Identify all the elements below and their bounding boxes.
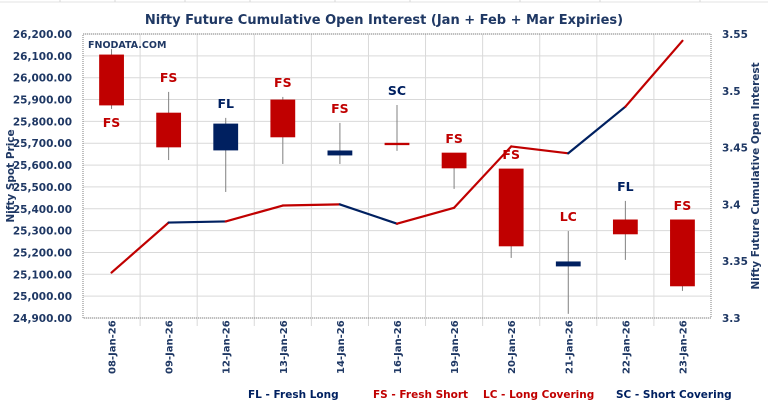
candle-body (384, 142, 410, 146)
x-tick-label: 12-Jan-26 (222, 320, 233, 374)
x-tick-label: 14-Jan-26 (336, 320, 347, 374)
axes: 26,200.00 26,100.00 26,000.00 25,900.00 25,8… (13, 29, 748, 374)
candle-signal-label: FS (331, 101, 349, 116)
candle-signal-label: LC (560, 209, 577, 224)
left-tick-label: 25,400.00 (13, 204, 72, 216)
legend: FL - Fresh Long FS - Fresh Short LC - Long… (248, 389, 732, 401)
spreadsheet-gridlines (0, 0, 768, 3)
left-tick-label: 26,100.00 (13, 51, 72, 63)
x-tick-label: 20-Jan-26 (507, 320, 518, 374)
left-tick-label: 24,900.00 (13, 313, 72, 325)
left-tick-label: 25,700.00 (13, 138, 72, 150)
right-tick-label: 3.35 (722, 256, 748, 268)
oi-line-segment (281, 203, 342, 207)
candle-signal-label: FS (445, 131, 463, 146)
x-tick-label: 21-Jan-26 (564, 320, 575, 374)
oi-line-segment (224, 204, 284, 223)
x-tick-label: 08-Jan-26 (108, 320, 119, 374)
candle-signal-label: SC (388, 83, 406, 98)
x-tick-label: 22-Jan-26 (621, 320, 632, 374)
legend-item: FL - Fresh Long (248, 389, 339, 401)
watermark: FNODATA.COM (88, 40, 166, 51)
oi-line-segment (110, 221, 170, 274)
right-tick-label: 3.55 (722, 29, 748, 41)
left-tick-label: 25,000.00 (13, 291, 72, 303)
candle-signal-label: FL (617, 179, 634, 194)
x-tick-label: 19-Jan-26 (450, 320, 461, 374)
open-interest-line (110, 39, 684, 274)
candle-signal-label: FS (274, 75, 292, 90)
x-tick-label: 16-Jan-26 (393, 320, 404, 374)
candle-body (156, 112, 182, 148)
oi-line-segment (567, 105, 627, 155)
left-tick-label: 25,900.00 (13, 95, 72, 107)
oi-line-segment (452, 145, 513, 209)
oi-line-segment (510, 145, 570, 155)
chart-title: Nifty Future Cumulative Open Interest (J… (145, 13, 623, 28)
right-axis-title: Nifty Future Cumulative Open Interest (750, 62, 762, 289)
oi-line-segment (167, 220, 227, 224)
candle-body (213, 123, 239, 151)
legend-item: SC - Short Covering (616, 389, 732, 401)
right-tick-label: 3.45 (722, 143, 748, 155)
candle-signal-label: FS (160, 70, 178, 85)
x-tick-label: 13-Jan-26 (279, 320, 290, 374)
candle-body (270, 99, 296, 138)
x-tick-label: 23-Jan-26 (678, 320, 689, 374)
candle-signal-label: FL (217, 96, 234, 111)
right-tick-label: 3.3 (722, 313, 741, 325)
legend-item: LC - Long Covering (483, 389, 594, 401)
candle-body (498, 168, 524, 247)
left-tick-label: 25,300.00 (13, 226, 72, 238)
candle-signal-label: FS (103, 115, 121, 130)
candle-body (670, 219, 695, 287)
left-tick-label: 25,800.00 (13, 116, 72, 128)
legend-item: FS - Fresh Short (373, 389, 468, 401)
oi-line-segment (338, 203, 399, 225)
left-tick-label: 26,200.00 (13, 29, 72, 41)
right-tick-label: 3.4 (722, 199, 741, 211)
left-tick-label: 25,100.00 (13, 269, 72, 281)
oi-line-segment (624, 39, 684, 108)
candle-body (441, 152, 467, 169)
oi-line-segment (395, 206, 456, 225)
left-tick-label: 25,200.00 (13, 247, 72, 259)
left-tick-label: 25,500.00 (13, 182, 72, 194)
x-tick-label: 09-Jan-26 (165, 320, 176, 374)
candle-body (612, 219, 638, 235)
left-tick-label: 25,600.00 (13, 160, 72, 172)
left-tick-label: 26,000.00 (13, 73, 72, 85)
candle-body (99, 54, 124, 106)
candle-signal-label: FS (674, 198, 692, 213)
left-axis-title: Nifty Spot Price (5, 129, 17, 222)
right-tick-label: 3.5 (722, 86, 741, 98)
plot-area-border (82, 33, 712, 319)
candle-body (555, 261, 581, 267)
candle-body (327, 150, 353, 156)
